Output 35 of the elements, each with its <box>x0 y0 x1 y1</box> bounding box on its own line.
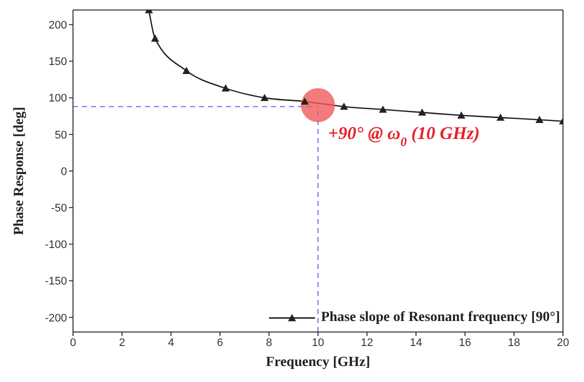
point <box>340 102 348 110</box>
y-tick-label: 0 <box>60 166 67 178</box>
y-tick-label: -200 <box>44 312 67 324</box>
x-tick-label: 4 <box>168 336 174 349</box>
y-axis-title: Phase Response [deg] <box>12 106 27 236</box>
x-tick-label: 20 <box>556 336 570 349</box>
x-tick-label: 8 <box>266 336 272 349</box>
x-tick-label: 2 <box>118 336 126 349</box>
x-tick-label: 6 <box>216 336 224 349</box>
y-tick-label: -50 <box>51 202 67 214</box>
x-tick-label: 0 <box>70 336 76 349</box>
x-tick-label: 18 <box>508 336 520 349</box>
point <box>496 114 505 121</box>
y-tick-label: -150 <box>44 276 67 288</box>
y-tick-label: 50 <box>54 129 67 142</box>
point <box>457 111 466 119</box>
point <box>378 106 387 113</box>
point <box>535 116 544 123</box>
x-tick-label: 16 <box>458 336 472 349</box>
point <box>300 97 309 105</box>
point <box>418 108 426 116</box>
point <box>151 34 160 42</box>
point <box>260 94 269 102</box>
x-tick-label: 14 <box>410 336 422 349</box>
x-tick-label: 10 <box>312 336 324 349</box>
annotation: +90° @ ω$_{0}$ (10 GHz) <box>328 123 480 150</box>
y-tick-label: 100 <box>48 92 67 105</box>
point <box>222 84 230 92</box>
point <box>182 66 190 74</box>
legend-label: Phase slope of Resonant frequency [90°] <box>320 310 560 326</box>
y-tick-label: 150 <box>48 56 67 68</box>
y-tick-label: -100 <box>44 239 67 252</box>
x-tick-label: 12 <box>360 336 374 349</box>
y-tick-label: 200 <box>48 20 67 32</box>
x-axis-title: Frequency [GHz] <box>266 355 370 370</box>
